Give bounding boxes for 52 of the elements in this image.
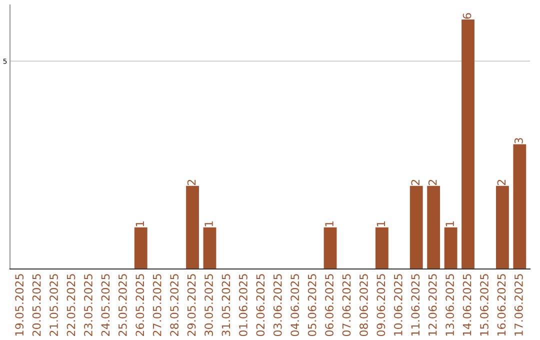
bar bbox=[203, 227, 216, 269]
data-label: 2 bbox=[187, 180, 196, 186]
bar bbox=[324, 227, 337, 269]
x-tick-label: 07.06.2025 bbox=[342, 274, 351, 336]
x-tick-label: 17.06.2025 bbox=[514, 274, 523, 336]
bar bbox=[496, 186, 509, 269]
x-tick-label: 20.05.2025 bbox=[32, 274, 41, 336]
x-tick-label: 22.05.2025 bbox=[66, 274, 76, 336]
x-tick-label: 21.05.2025 bbox=[50, 274, 58, 336]
x-tick-label: 06.06.2025 bbox=[325, 274, 334, 336]
bar bbox=[410, 186, 423, 269]
x-tick-label: 01.06.2025 bbox=[238, 274, 248, 336]
data-label: 3 bbox=[514, 138, 523, 144]
x-tick-label: 05.06.2025 bbox=[308, 274, 316, 336]
x-tick-label: 29.05.2025 bbox=[187, 274, 196, 336]
bar bbox=[375, 227, 388, 269]
x-tick-label: 09.06.2025 bbox=[376, 274, 386, 336]
data-label: 2 bbox=[428, 180, 437, 186]
x-tick-label: 26.05.2025 bbox=[136, 274, 144, 336]
x-tick-label: 04.06.2025 bbox=[290, 274, 300, 336]
x-tick-label: 25.05.2025 bbox=[118, 274, 127, 336]
data-label: 1 bbox=[204, 221, 213, 226]
x-tick-label: 12.06.2025 bbox=[428, 274, 437, 336]
x-tick-label: 13.06.2025 bbox=[446, 274, 454, 336]
data-label: 2 bbox=[411, 180, 420, 186]
x-tick-label: 15.06.2025 bbox=[480, 274, 488, 336]
bar bbox=[462, 20, 474, 269]
data-label: 1 bbox=[376, 221, 385, 226]
bar bbox=[427, 186, 440, 269]
x-tick-label: 23.05.2025 bbox=[84, 274, 92, 336]
data-label: 6 bbox=[462, 13, 472, 19]
bar bbox=[444, 227, 458, 269]
x-tick-label: 30.05.2025 bbox=[204, 274, 213, 336]
x-tick-label: 08.06.2025 bbox=[360, 274, 368, 336]
data-label: 2 bbox=[497, 180, 506, 186]
x-tick-label: 03.06.2025 bbox=[273, 274, 282, 336]
bar bbox=[134, 227, 148, 269]
x-tick-label: 31.05.2025 bbox=[222, 274, 230, 336]
data-label: 1 bbox=[136, 221, 144, 226]
x-tick-label: 19.05.2025 bbox=[15, 274, 24, 336]
x-tick-label: 10.06.2025 bbox=[394, 274, 402, 336]
bar bbox=[186, 186, 199, 269]
bar bbox=[513, 144, 526, 269]
x-tick-label: 27.05.2025 bbox=[152, 274, 162, 336]
data-label: 1 bbox=[446, 221, 454, 226]
x-tick-label: 11.06.2025 bbox=[411, 274, 420, 336]
x-tick-label: 16.06.2025 bbox=[497, 274, 506, 336]
data-label: 1 bbox=[325, 221, 334, 226]
x-tick-label: 14.06.2025 bbox=[462, 274, 472, 336]
x-tick-label: 02.06.2025 bbox=[256, 274, 265, 336]
x-tick-label: 28.05.2025 bbox=[170, 274, 179, 336]
x-tick-label: 24.05.2025 bbox=[101, 274, 110, 336]
